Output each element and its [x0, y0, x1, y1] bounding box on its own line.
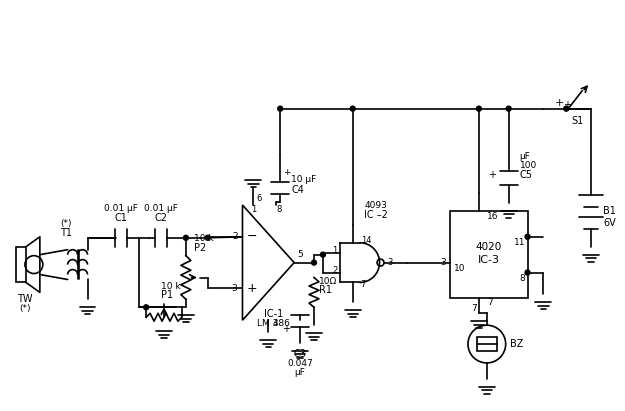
Text: T1: T1	[59, 228, 72, 238]
Text: 3: 3	[388, 258, 393, 267]
Text: (*): (*)	[19, 304, 31, 313]
Circle shape	[564, 106, 569, 111]
Bar	[450, 211, 528, 298]
Text: 2: 2	[232, 232, 238, 241]
Circle shape	[311, 260, 316, 265]
Text: S1: S1	[571, 115, 584, 126]
Bar	[16, 247, 26, 282]
Text: +: +	[283, 168, 291, 177]
Bar	[477, 337, 497, 351]
Text: B1: B1	[603, 206, 616, 216]
Text: 6V: 6V	[603, 218, 616, 228]
Circle shape	[321, 252, 326, 257]
Text: C1: C1	[115, 213, 128, 223]
Text: 0.047: 0.047	[288, 360, 313, 368]
Text: 6: 6	[256, 194, 262, 203]
Text: 7: 7	[471, 304, 477, 313]
Text: 7: 7	[487, 298, 492, 307]
Text: (*): (*)	[60, 219, 71, 229]
Text: 10Ω: 10Ω	[319, 277, 338, 286]
Text: 2: 2	[332, 266, 338, 275]
Text: 3: 3	[441, 258, 446, 267]
Text: μF: μF	[294, 368, 306, 377]
Text: +: +	[246, 282, 257, 295]
Circle shape	[525, 270, 530, 275]
Text: IC-3: IC-3	[478, 255, 500, 265]
Text: +: +	[488, 170, 496, 180]
Text: C5: C5	[519, 170, 532, 180]
Text: P2: P2	[194, 243, 206, 253]
Text: 4: 4	[272, 319, 278, 328]
Text: TW: TW	[18, 294, 32, 305]
Text: +: +	[282, 324, 290, 334]
Text: 3: 3	[232, 284, 238, 293]
Text: IC –2: IC –2	[364, 210, 388, 220]
Text: C2: C2	[154, 213, 168, 223]
Text: 16: 16	[487, 212, 498, 222]
Circle shape	[525, 234, 530, 239]
Text: 10 k: 10 k	[194, 234, 213, 243]
Text: 10 k: 10 k	[161, 282, 181, 291]
Text: LM 386: LM 386	[257, 319, 290, 328]
Text: μF: μF	[519, 152, 531, 161]
Text: 4093: 4093	[364, 201, 387, 210]
Circle shape	[144, 305, 149, 310]
Circle shape	[205, 235, 210, 240]
Text: R1: R1	[319, 285, 332, 296]
Circle shape	[476, 106, 481, 111]
Text: 14: 14	[361, 236, 371, 245]
Text: 8: 8	[520, 274, 526, 283]
Circle shape	[278, 106, 282, 111]
Text: 1: 1	[251, 206, 256, 215]
Text: 11: 11	[514, 238, 526, 247]
Text: +: +	[563, 100, 571, 110]
Text: 0.01 μF: 0.01 μF	[144, 205, 178, 213]
Text: 1: 1	[332, 246, 338, 255]
Text: 4020: 4020	[476, 242, 502, 252]
Circle shape	[183, 235, 188, 240]
Text: 0.01 μF: 0.01 μF	[104, 205, 138, 213]
Text: IC-1: IC-1	[264, 309, 283, 319]
Text: BZ: BZ	[509, 339, 523, 349]
Text: 8: 8	[276, 206, 282, 215]
Text: C4: C4	[291, 185, 304, 195]
Text: 10 μF: 10 μF	[291, 175, 316, 184]
Text: 5: 5	[297, 250, 303, 259]
Text: P1: P1	[161, 291, 173, 300]
Text: 10: 10	[454, 264, 466, 273]
Text: +: +	[555, 98, 564, 108]
Circle shape	[506, 106, 511, 111]
Circle shape	[350, 106, 355, 111]
Text: −: −	[246, 230, 257, 243]
Text: 7: 7	[361, 280, 366, 289]
Text: 100: 100	[519, 161, 537, 170]
Text: C3: C3	[294, 349, 306, 359]
